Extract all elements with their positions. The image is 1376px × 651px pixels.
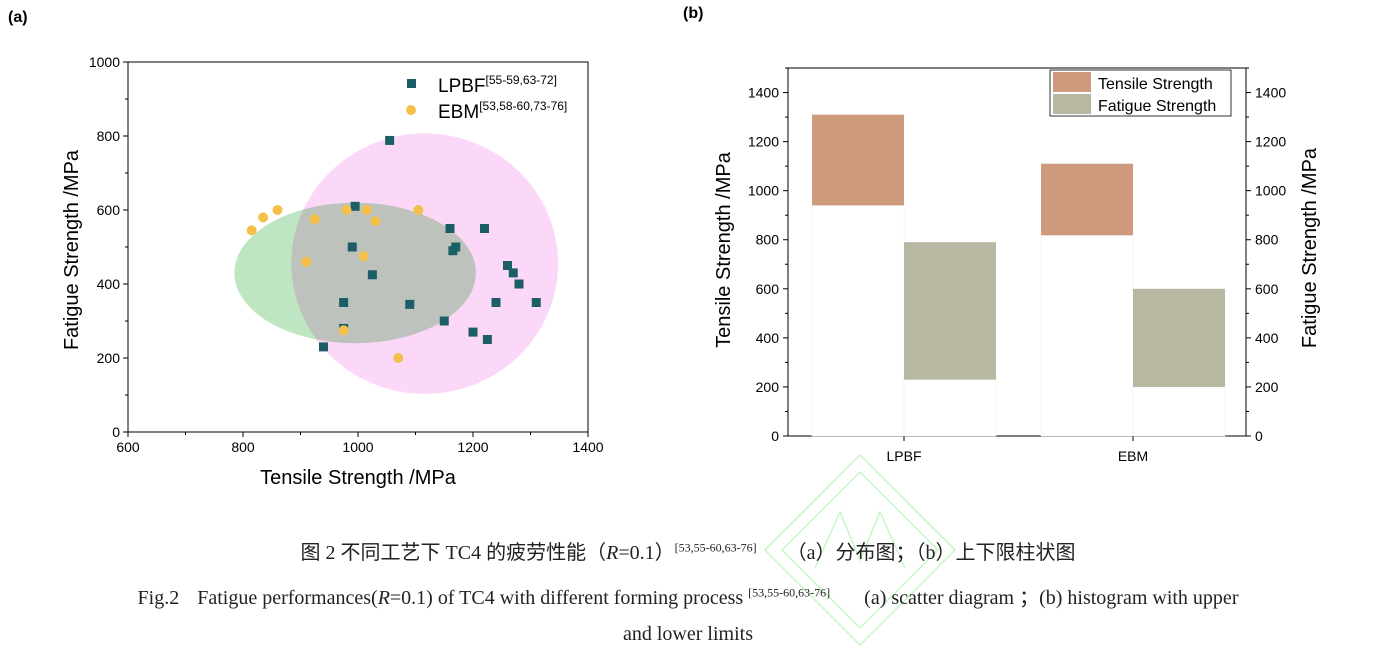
left-tick-label: 800 bbox=[756, 232, 780, 248]
point-lpbf bbox=[347, 242, 357, 252]
right-tick-label: 1400 bbox=[1255, 85, 1286, 101]
point-lpbf bbox=[350, 201, 360, 211]
y-tick-label: 200 bbox=[97, 350, 121, 366]
point-ebm bbox=[309, 214, 320, 225]
category-label-lpbf: LPBF bbox=[886, 448, 921, 464]
bar-lower-blank-tensile-strength bbox=[811, 205, 905, 437]
bar-lower-blank-fatigue-strength bbox=[903, 379, 997, 437]
right-tick-label: 0 bbox=[1255, 428, 1263, 444]
point-lpbf bbox=[491, 298, 501, 307]
bar-legend-frame bbox=[1049, 69, 1232, 117]
left-tick-label: 1200 bbox=[748, 134, 779, 150]
x-tick-label: 1200 bbox=[457, 439, 488, 455]
right-tick-label: 600 bbox=[1255, 281, 1279, 297]
bar-range-fatigue-strength bbox=[1133, 288, 1225, 387]
right-tick-label: 400 bbox=[1255, 330, 1279, 346]
bar-range-tensile-strength bbox=[1041, 163, 1133, 236]
category-label-ebm: EBM bbox=[1118, 448, 1148, 464]
caption-english-line1: Fig.2 Fatigue performances(R=0.1) of TC4 … bbox=[137, 585, 1239, 609]
scatter-legend: LPBF[55-59,63-72] EBM[53,58-60,73-76] bbox=[406, 73, 567, 123]
figure: (a) (b) 600 800 1000 1200 1400 0 200 400 600 800 1… bbox=[8, 5, 1321, 489]
point-lpbf bbox=[445, 224, 455, 233]
right-tick-label: 800 bbox=[1255, 232, 1279, 248]
point-ebm bbox=[413, 205, 424, 215]
right-tick-label: 200 bbox=[1255, 379, 1279, 395]
panel-label-b: (b) bbox=[683, 5, 703, 22]
legend-label-tensile: Tensile Strength bbox=[1098, 76, 1213, 93]
point-ebm bbox=[301, 256, 312, 267]
legend-label-fatigue: Fatigue Strength bbox=[1098, 98, 1216, 115]
x-tick-label: 1400 bbox=[572, 439, 603, 455]
point-lpbf bbox=[480, 224, 489, 233]
left-tick-label: 1000 bbox=[748, 183, 779, 199]
point-ebm bbox=[393, 353, 404, 363]
point-lpbf bbox=[514, 279, 524, 289]
legend-marker-ebm bbox=[406, 105, 416, 115]
point-ebm bbox=[370, 216, 381, 227]
point-ebm bbox=[358, 251, 369, 262]
y-tick-label: 1000 bbox=[89, 54, 120, 70]
legend-label-lpbf: LPBF[55-59,63-72] bbox=[438, 73, 557, 97]
legend-marker-lpbf bbox=[407, 79, 416, 88]
point-lpbf bbox=[503, 261, 512, 270]
point-lpbf bbox=[451, 242, 461, 252]
y-tick-label: 600 bbox=[97, 202, 121, 218]
point-lpbf bbox=[367, 270, 377, 280]
point-ebm bbox=[258, 212, 269, 223]
right-tick-label: 1000 bbox=[1255, 183, 1286, 199]
point-lpbf bbox=[439, 316, 449, 326]
scatter-points bbox=[246, 135, 541, 363]
point-lpbf bbox=[508, 268, 518, 278]
bar-left-axis-label: Tensile Strength /MPa bbox=[713, 151, 735, 348]
scatter-regions bbox=[234, 133, 559, 394]
y-tick-label: 400 bbox=[97, 276, 121, 292]
panel-label-a: (a) bbox=[8, 9, 28, 26]
point-ebm bbox=[246, 225, 257, 236]
x-tick-label: 1000 bbox=[342, 439, 373, 455]
bar-axes: 0 0 200 200 400 400 600 600 800 800 1000 1000 1200 12… bbox=[748, 67, 1286, 464]
legend-swatch-tensile bbox=[1053, 72, 1091, 92]
point-lpbf bbox=[385, 135, 395, 145]
point-ebm bbox=[361, 205, 372, 215]
scatter-chart: 600 800 1000 1200 1400 0 200 400 600 800 1000 Tens… bbox=[61, 54, 604, 489]
bar-range-tensile-strength bbox=[812, 114, 904, 206]
left-tick-label: 600 bbox=[756, 281, 780, 297]
watermark-stamp bbox=[763, 453, 957, 647]
point-ebm bbox=[341, 205, 352, 215]
point-ebm bbox=[338, 325, 349, 336]
caption-english-line2: and lower limits bbox=[623, 623, 753, 645]
point-lpbf bbox=[531, 298, 541, 307]
x-tick-label: 800 bbox=[231, 439, 255, 455]
left-tick-label: 0 bbox=[771, 428, 779, 444]
point-lpbf bbox=[405, 299, 415, 309]
left-tick-label: 200 bbox=[756, 379, 780, 395]
point-lpbf bbox=[319, 342, 328, 352]
left-tick-label: 1400 bbox=[748, 85, 779, 101]
caption-chinese: 图 2 不同工艺下 TC4 的疲劳性能（R=0.1）[53,55-60,63-7… bbox=[300, 540, 1076, 564]
bar-rects bbox=[811, 114, 1226, 437]
point-lpbf bbox=[339, 298, 349, 307]
right-tick-label: 1200 bbox=[1255, 134, 1286, 150]
region-ellipse-lpbf bbox=[291, 133, 559, 394]
left-tick-label: 400 bbox=[756, 330, 780, 346]
y-tick-label: 0 bbox=[112, 424, 120, 440]
point-lpbf bbox=[468, 327, 478, 337]
point-ebm bbox=[272, 205, 283, 215]
legend-swatch-fatigue bbox=[1053, 94, 1091, 114]
scatter-x-axis-label: Tensile Strength /MPa bbox=[260, 467, 457, 489]
bar-lower-blank-fatigue-strength bbox=[1132, 386, 1226, 437]
range-bar-chart: 0 0 200 200 400 400 600 600 800 800 1000 1000 1200 12… bbox=[713, 67, 1321, 464]
bar-legend: Tensile Strength Fatigue Strength bbox=[1053, 72, 1216, 115]
scatter-y-axis-label: Fatigue Strength /MPa bbox=[61, 149, 83, 350]
bar-range-fatigue-strength bbox=[904, 242, 996, 380]
bar-right-axis-label: Fatigue Strength /MPa bbox=[1299, 147, 1321, 348]
legend-label-ebm: EBM[53,58-60,73-76] bbox=[438, 99, 567, 123]
scatter-axes: 600 800 1000 1200 1400 0 200 400 600 800 1000 bbox=[89, 54, 604, 455]
bar-lower-blank-tensile-strength bbox=[1040, 235, 1134, 437]
point-lpbf bbox=[482, 335, 492, 344]
x-tick-label: 600 bbox=[116, 439, 140, 455]
y-tick-label: 800 bbox=[97, 128, 121, 144]
